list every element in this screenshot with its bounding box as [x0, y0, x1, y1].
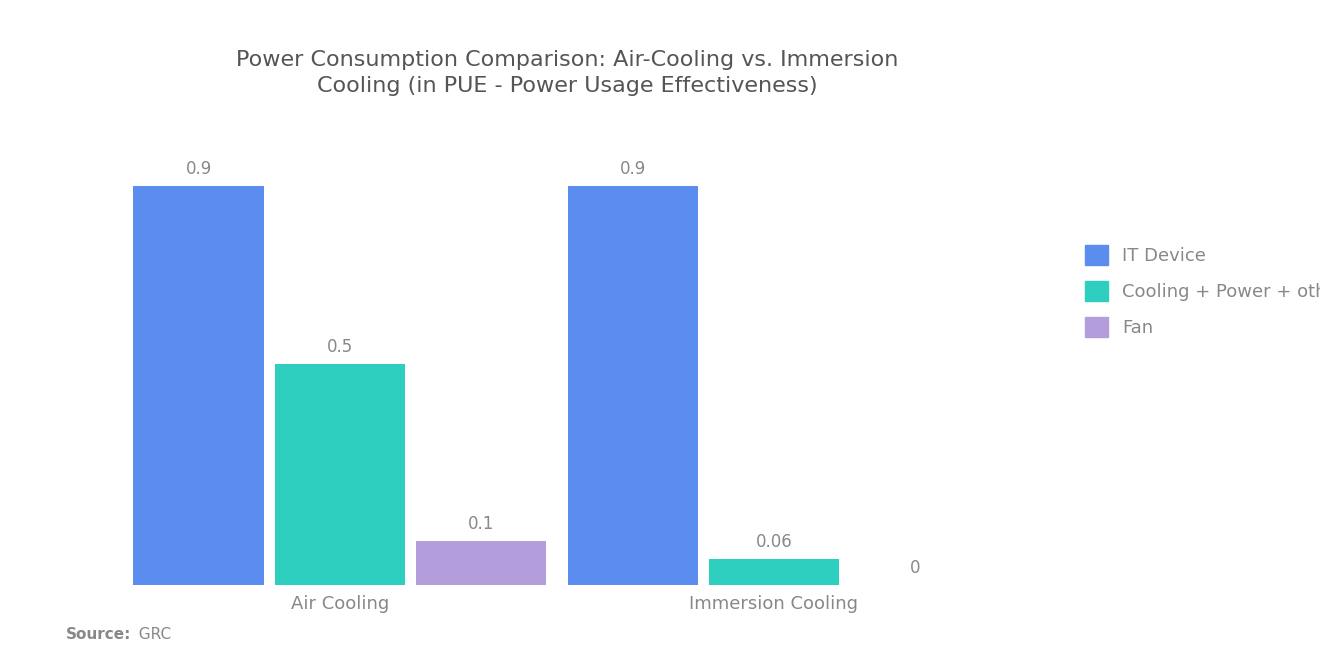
- Bar: [275, 364, 405, 585]
- Text: 0.1: 0.1: [467, 515, 494, 533]
- Bar: [568, 186, 698, 585]
- Legend: IT Device, Cooling + Power + other, Fan: IT Device, Cooling + Power + other, Fan: [1085, 245, 1320, 337]
- Bar: [416, 541, 546, 585]
- Text: 0.06: 0.06: [755, 533, 792, 551]
- Bar: [709, 559, 840, 585]
- Text: Source:: Source:: [66, 626, 132, 642]
- Text: 0.9: 0.9: [619, 160, 645, 178]
- Bar: [133, 186, 264, 585]
- Text: 0.5: 0.5: [326, 338, 352, 356]
- Text: 0.9: 0.9: [186, 160, 211, 178]
- Text: 0: 0: [909, 559, 920, 577]
- Text: GRC: GRC: [129, 626, 172, 642]
- Title: Power Consumption Comparison: Air-Cooling vs. Immersion
Cooling (in PUE - Power : Power Consumption Comparison: Air-Coolin…: [236, 49, 899, 96]
